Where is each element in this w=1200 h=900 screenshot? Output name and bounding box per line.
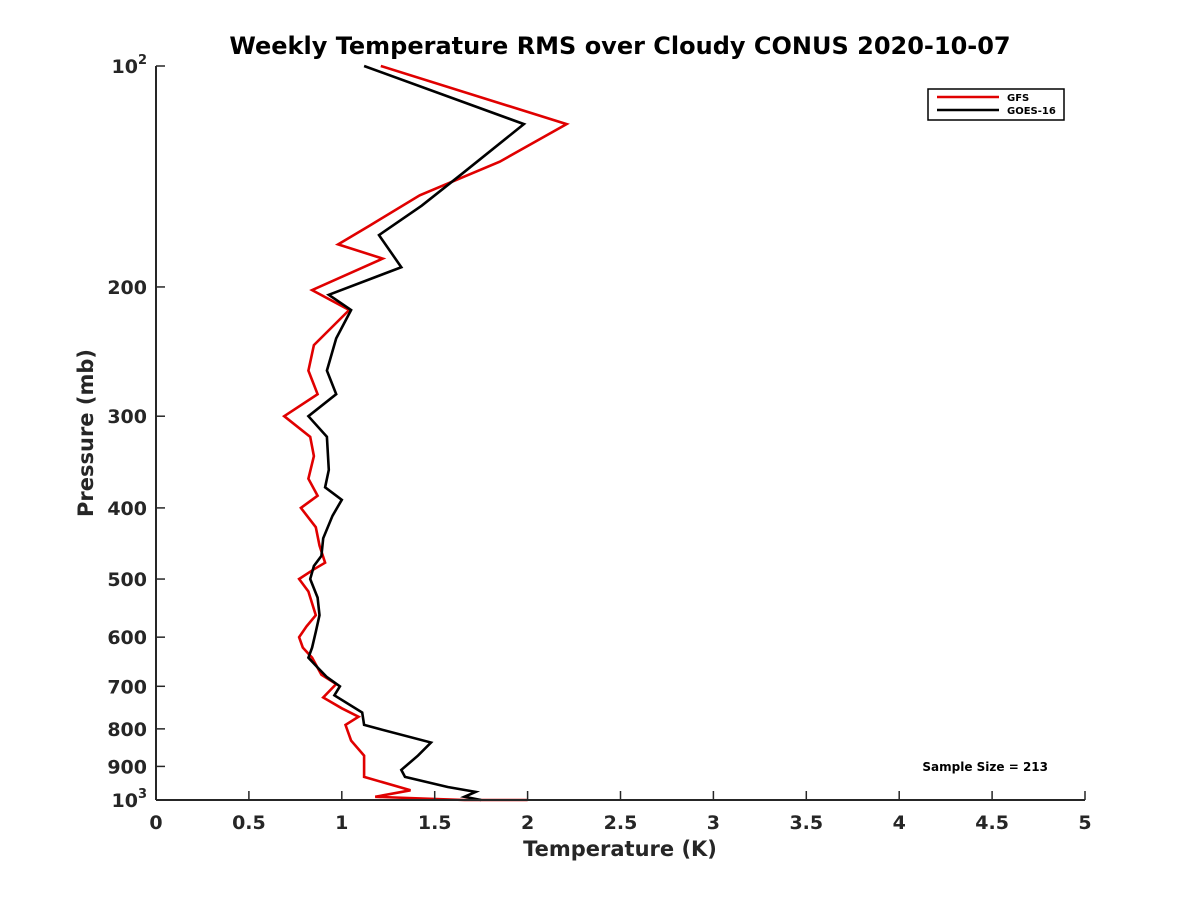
chart-title: Weekly Temperature RMS over Cloudy CONUS… bbox=[229, 32, 1010, 60]
x-tick-label: 0 bbox=[149, 812, 162, 834]
y-tick-label: 600 bbox=[107, 627, 147, 649]
x-tick-label: 2.5 bbox=[604, 812, 638, 834]
y-tick-label: 300 bbox=[107, 406, 147, 428]
y-ticks: 102 200 300 400 500 600 700 800 900 103 bbox=[107, 53, 165, 812]
y-axis-label: Pressure (mb) bbox=[74, 349, 98, 517]
y-tick-label: 102 bbox=[112, 53, 148, 78]
y-tick-label: 200 bbox=[107, 277, 147, 299]
x-tick-label: 2 bbox=[521, 812, 534, 834]
x-axis-label: Temperature (K) bbox=[523, 837, 717, 861]
x-tick-label: 4 bbox=[893, 812, 906, 834]
x-tick-label: 0.5 bbox=[232, 812, 266, 834]
legend-label-goes16: GOES-16 bbox=[1007, 106, 1056, 117]
x-ticks: 0 0.5 1 1.5 2 2.5 3 3.5 4 4.5 5 bbox=[149, 791, 1092, 834]
legend-label-gfs: GFS bbox=[1007, 93, 1029, 104]
y-tick-label: 900 bbox=[107, 756, 147, 778]
y-tick-label: 400 bbox=[107, 498, 147, 520]
x-tick-label: 3.5 bbox=[789, 812, 823, 834]
x-tick-label: 5 bbox=[1078, 812, 1091, 834]
y-tick-label: 500 bbox=[107, 569, 147, 591]
y-tick-label: 800 bbox=[107, 719, 147, 741]
legend-box bbox=[927, 88, 1065, 121]
x-tick-label: 4.5 bbox=[975, 812, 1009, 834]
series-line-goes16 bbox=[306, 64, 527, 802]
x-tick-label: 3 bbox=[707, 812, 720, 834]
series-layer bbox=[281, 64, 570, 802]
legend: GFS GOES-16 bbox=[927, 88, 1065, 121]
x-tick-label: 1 bbox=[335, 812, 348, 834]
series-line-gfs bbox=[281, 64, 570, 802]
y-tick-label: 103 bbox=[112, 787, 148, 812]
y-tick-label: 700 bbox=[107, 676, 147, 698]
x-tick-label: 1.5 bbox=[418, 812, 452, 834]
sample-size-annotation: Sample Size = 213 bbox=[922, 760, 1048, 774]
